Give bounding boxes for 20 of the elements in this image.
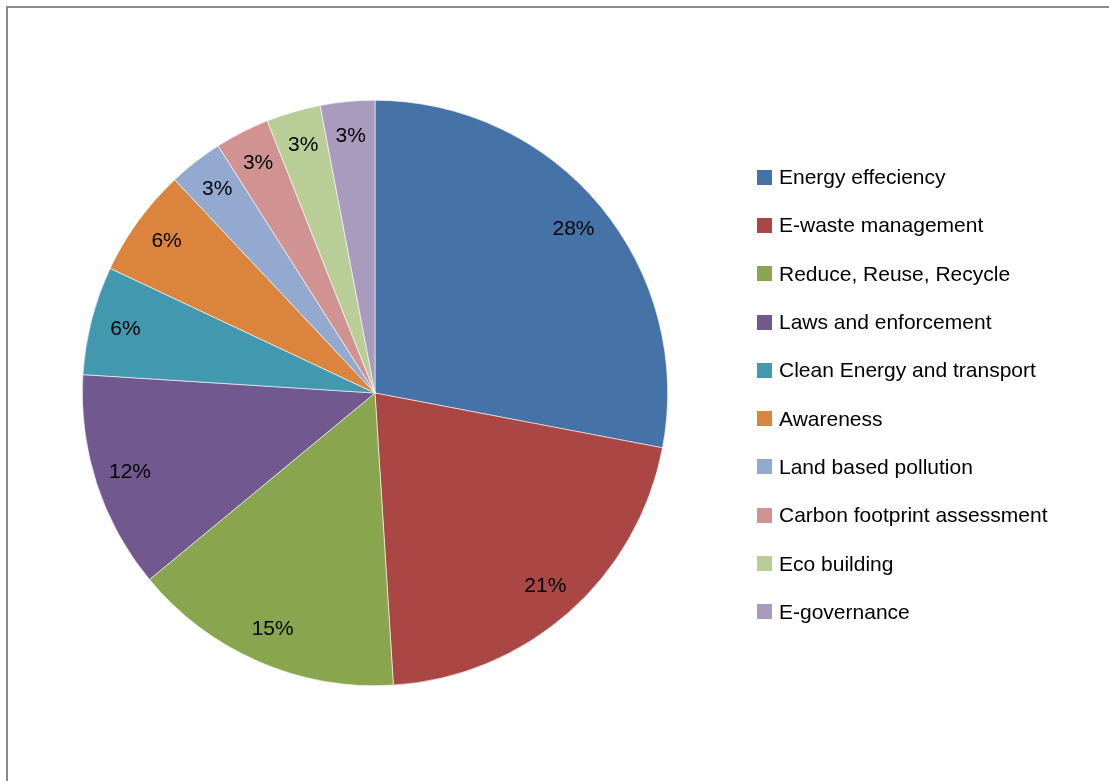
data-label: 3%	[201, 176, 233, 200]
data-label: 12%	[109, 459, 152, 483]
data-label: 6%	[151, 228, 182, 252]
data-label: 3%	[287, 132, 319, 156]
data-label: 6%	[110, 315, 141, 339]
legend-label: Energy effeciency	[779, 165, 946, 190]
legend-label: Clean Energy and transport	[779, 358, 1036, 383]
data-label: 21%	[524, 573, 567, 597]
data-label: 15%	[251, 616, 294, 640]
data-label: 3%	[335, 123, 366, 147]
legend-label: Eco building	[779, 551, 894, 576]
legend-label: Laws and enforcement	[779, 310, 992, 335]
data-label: 3%	[242, 150, 274, 174]
legend-label: Carbon footprint assessment	[779, 503, 1048, 528]
legend-label: Land based pollution	[779, 454, 973, 479]
data-label: 28%	[552, 215, 595, 239]
legend-label: E-waste management	[779, 213, 984, 238]
legend-label: Reduce, Reuse, Recycle	[779, 261, 1011, 286]
legend-label: E-governance	[779, 599, 910, 624]
legend-label: Awareness	[779, 406, 883, 431]
